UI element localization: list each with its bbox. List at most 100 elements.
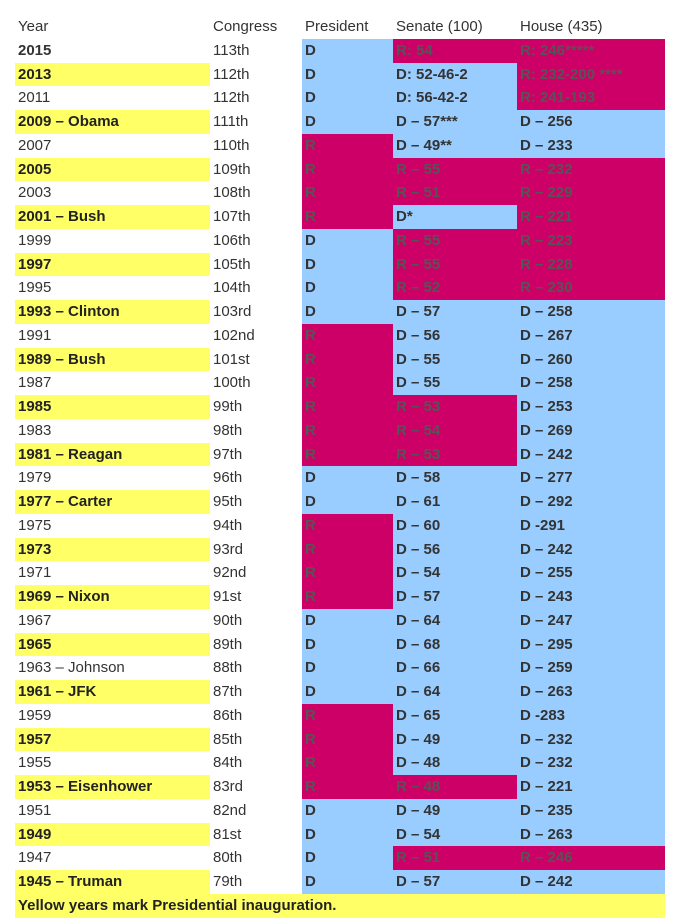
- year-cell: 1961 – JFK: [15, 680, 210, 704]
- table-row: 1997 105th D R – 55 R – 228: [15, 252, 665, 277]
- president-cell: R: [302, 513, 393, 538]
- congress-cell: 96th: [213, 469, 243, 487]
- house-cell: D -291: [517, 513, 665, 538]
- president-cell: D: [302, 466, 393, 490]
- house-cell: R – 246: [517, 846, 665, 870]
- president-cell: D: [302, 680, 393, 704]
- house-cell: R: 246*****: [517, 38, 665, 63]
- congress-cell: 95th: [213, 493, 243, 510]
- congress-cell: 85th: [213, 730, 243, 748]
- header-president: President: [305, 18, 369, 35]
- president-cell: D: [302, 228, 393, 253]
- president-cell: R: [302, 205, 393, 229]
- president-cell: R: [302, 418, 393, 443]
- senate-cell: D – 68: [393, 632, 517, 657]
- senate-cell: D – 48: [393, 751, 517, 775]
- year-cell: 2013: [15, 62, 210, 87]
- table-row: 1971 92nd R D – 54 D – 255: [15, 561, 665, 585]
- congress-cell: 100th: [213, 374, 251, 392]
- president-cell: D: [302, 798, 393, 823]
- senate-cell: D*: [393, 205, 517, 229]
- year-cell: 1999: [18, 231, 52, 249]
- year-cell: 1985: [15, 395, 210, 419]
- congress-cell: 104th: [213, 279, 251, 297]
- year-cell: 1987: [18, 374, 52, 392]
- table-row: 1947 80th D R – 51 R – 246: [15, 846, 665, 870]
- president-cell: R: [302, 751, 393, 775]
- senate-cell: D – 58: [393, 466, 517, 490]
- president-cell: D: [302, 38, 393, 63]
- year-cell: 1965: [15, 632, 210, 657]
- president-cell: D: [302, 870, 393, 894]
- senate-cell: D – 54: [393, 822, 517, 847]
- congress-cell: 108th: [213, 184, 251, 202]
- year-cell: 1953 – Eisenhower: [15, 775, 210, 799]
- house-cell: D – 255: [517, 561, 665, 585]
- year-cell: 2001 – Bush: [15, 205, 210, 229]
- house-cell: D – 242: [517, 870, 665, 894]
- senate-cell: D – 57: [393, 300, 517, 324]
- year-cell: 1971: [18, 564, 52, 582]
- house-cell: D – 253: [517, 395, 665, 419]
- senate-cell: D – 56: [393, 537, 517, 562]
- congress-cell: 93rd: [213, 540, 244, 558]
- house-cell: R – 230: [517, 276, 665, 300]
- house-cell: R: 241-193: [517, 86, 665, 110]
- house-cell: R – 229: [517, 181, 665, 205]
- house-cell: D – 258: [517, 300, 665, 324]
- table-body: 2015 113th D R: 54 R: 246***** 2013 112th D D: 5…: [15, 38, 665, 894]
- header-year: Year: [18, 18, 49, 35]
- house-cell: D – 232: [517, 751, 665, 775]
- table-row: 1949 81st D D – 54 D – 263: [15, 822, 665, 847]
- senate-cell: D – 61: [393, 490, 517, 514]
- house-cell: D – 267: [517, 323, 665, 348]
- president-cell: R: [302, 133, 393, 158]
- congress-cell: 111th: [213, 113, 249, 130]
- year-cell: 1967: [18, 611, 52, 629]
- senate-cell: D – 55: [393, 371, 517, 395]
- president-cell: D: [302, 300, 393, 324]
- table-row: 1989 – Bush 101st R D – 55 D – 260: [15, 347, 665, 372]
- president-cell: D: [302, 608, 393, 633]
- house-cell: D – 232: [517, 727, 665, 752]
- house-cell: D – 242: [517, 442, 665, 467]
- president-cell: R: [302, 157, 393, 182]
- senate-cell: D – 55: [393, 347, 517, 372]
- congress-cell: 83rd: [213, 778, 244, 795]
- year-cell: 1949: [15, 822, 210, 847]
- table-row: 1961 – JFK 87th D D – 64 D – 263: [15, 680, 665, 704]
- senate-cell: D – 66: [393, 656, 517, 680]
- senate-cell: D – 49: [393, 798, 517, 823]
- house-cell: R – 232: [517, 157, 665, 182]
- house-cell: D – 269: [517, 418, 665, 443]
- house-cell: D – 258: [517, 371, 665, 395]
- congress-cell: 106th: [213, 231, 251, 249]
- year-cell: 1947: [18, 849, 52, 867]
- president-cell: D: [302, 62, 393, 87]
- table-row: 1995 104th D R – 52 R – 230: [15, 276, 665, 300]
- year-cell: 2009 – Obama: [15, 110, 210, 134]
- senate-cell: R – 48: [393, 775, 517, 799]
- senate-cell: R – 55: [393, 252, 517, 277]
- senate-cell: D: 52-46-2: [393, 62, 517, 87]
- congress-cell: 86th: [213, 706, 243, 724]
- year-cell: 2005: [15, 157, 210, 182]
- house-cell: D – 277: [517, 466, 665, 490]
- year-cell: 1997: [15, 252, 210, 277]
- year-cell: 1975: [18, 516, 52, 534]
- footnote: Yellow years mark Presidential inaugurat…: [15, 893, 665, 918]
- table-row: 1957 85th R D – 49 D – 232: [15, 727, 665, 752]
- senate-cell: R – 55: [393, 157, 517, 182]
- year-cell: 1959: [18, 706, 52, 724]
- senate-cell: D – 54: [393, 561, 517, 585]
- year-cell: 1993 – Clinton: [15, 300, 210, 324]
- senate-cell: R: 54: [393, 38, 517, 63]
- house-cell: D – 235: [517, 798, 665, 823]
- house-cell: R: 232-200 ****: [517, 62, 665, 87]
- year-cell: 1991: [18, 326, 52, 344]
- congress-cell: 90th: [213, 611, 243, 629]
- house-cell: D – 242: [517, 537, 665, 562]
- president-cell: D: [302, 656, 393, 680]
- president-cell: D: [302, 846, 393, 870]
